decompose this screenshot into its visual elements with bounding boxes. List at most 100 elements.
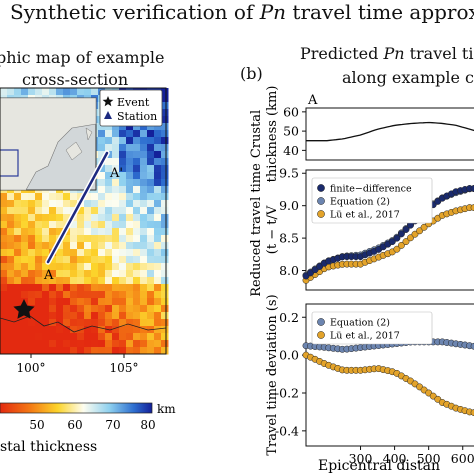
heatmap-cell [154,249,162,257]
heatmap-cell [56,221,64,229]
heatmap-cell [0,312,8,320]
heatmap-cell [133,200,141,208]
heatmap-cell [161,333,169,341]
heatmap-cell [0,235,8,243]
heatmap-cell [126,207,134,215]
heatmap-cell [21,347,29,355]
heatmap-cell [28,319,36,327]
y-tick-label: 9.0 [279,198,299,213]
heatmap-cell [35,249,43,257]
heatmap-cell [133,319,141,327]
heatmap-cell [14,221,22,229]
heatmap-cell [84,312,92,320]
figure-title: Synthetic verification of Pn travel time… [10,0,474,24]
heatmap-cell [70,298,78,306]
heatmap-cell [126,172,134,180]
heatmap-cell [21,88,29,96]
y-tick-label: -0.4 [275,423,299,438]
heatmap-cell [28,193,36,201]
legend-box [311,177,433,224]
heatmap-cell [126,193,134,201]
heatmap-cell [21,221,29,229]
heatmap-cell [119,319,127,327]
heatmap-cell [105,207,113,215]
heatmap-cell [14,88,22,96]
heatmap-cell [154,340,162,348]
y-tick-label: 60 [283,104,299,119]
heatmap-cell [49,277,57,285]
heatmap-cell [63,277,71,285]
heatmap-cell [147,340,155,348]
heatmap-cell [7,277,15,285]
heatmap-cell [70,88,78,96]
heatmap-cell [70,340,78,348]
heatmap-cell [70,256,78,264]
heatmap-cell [84,347,92,355]
heatmap-cell [14,193,22,201]
heatmap-cell [21,193,29,201]
heatmap-cell [119,298,127,306]
heatmap-cell [70,235,78,243]
heatmap-cell [105,263,113,271]
heatmap-cell [154,165,162,173]
heatmap-cell [14,270,22,278]
heatmap-cell [112,347,120,355]
heatmap-cell [119,165,127,173]
heatmap-cell [42,291,50,299]
heatmap-cell [126,200,134,208]
heatmap-cell [105,186,113,194]
heatmap-cell [77,277,85,285]
heatmap-cell [98,284,106,292]
heatmap-cell [77,242,85,250]
colorbar-unit: km [157,402,176,416]
reduced-point [416,227,424,235]
heatmap-cell [161,256,169,264]
heatmap-cell [147,144,155,152]
heatmap-cell [21,277,29,285]
heatmap-cell [56,88,64,96]
heatmap-cell [70,319,78,327]
heatmap-cell [77,312,85,320]
heatmap-cell [126,347,134,355]
heatmap-cell [35,256,43,264]
heatmap-cell [84,291,92,299]
heatmap-cell [119,200,127,208]
heatmap-cell [105,123,113,131]
heatmap-cell [91,200,99,208]
heatmap-cell [63,249,71,257]
thickness-frame [305,107,474,161]
heatmap-cell [126,228,134,236]
heatmap-cell [91,249,99,257]
heatmap-cell [112,172,120,180]
heatmap-cell [84,200,92,208]
heatmap-cell [28,242,36,250]
heatmap-cell [35,347,43,355]
heatmap-cell [56,333,64,341]
heatmap-cell [7,193,15,201]
heatmap-cell [140,228,148,236]
heatmap-cell [91,88,99,96]
y-tick-label: 40 [283,143,299,158]
heatmap-cell [84,277,92,285]
legend-label: Lü et al., 2017 [330,210,400,221]
heatmap-cell [140,235,148,243]
heatmap-cell [7,214,15,222]
heatmap-cell [112,340,120,348]
heatmap-cell [21,291,29,299]
heatmap-cell [147,130,155,138]
heatmap-cell [105,312,113,320]
heatmap-cell [63,291,71,299]
legend-label: Equation (2) [330,318,390,329]
heatmap-cell [147,263,155,271]
reduced-point [388,238,396,246]
heatmap-cell [147,319,155,327]
map-panel-title-line2: cross-section [22,70,129,89]
heatmap-cell [126,242,134,250]
heatmap-cell [98,130,106,138]
heatmap-cell [133,172,141,180]
heatmap-cell [147,207,155,215]
heatmap-cell [84,298,92,306]
heatmap-cell [161,319,169,327]
heatmap-cell [91,298,99,306]
heatmap-cell [105,291,113,299]
